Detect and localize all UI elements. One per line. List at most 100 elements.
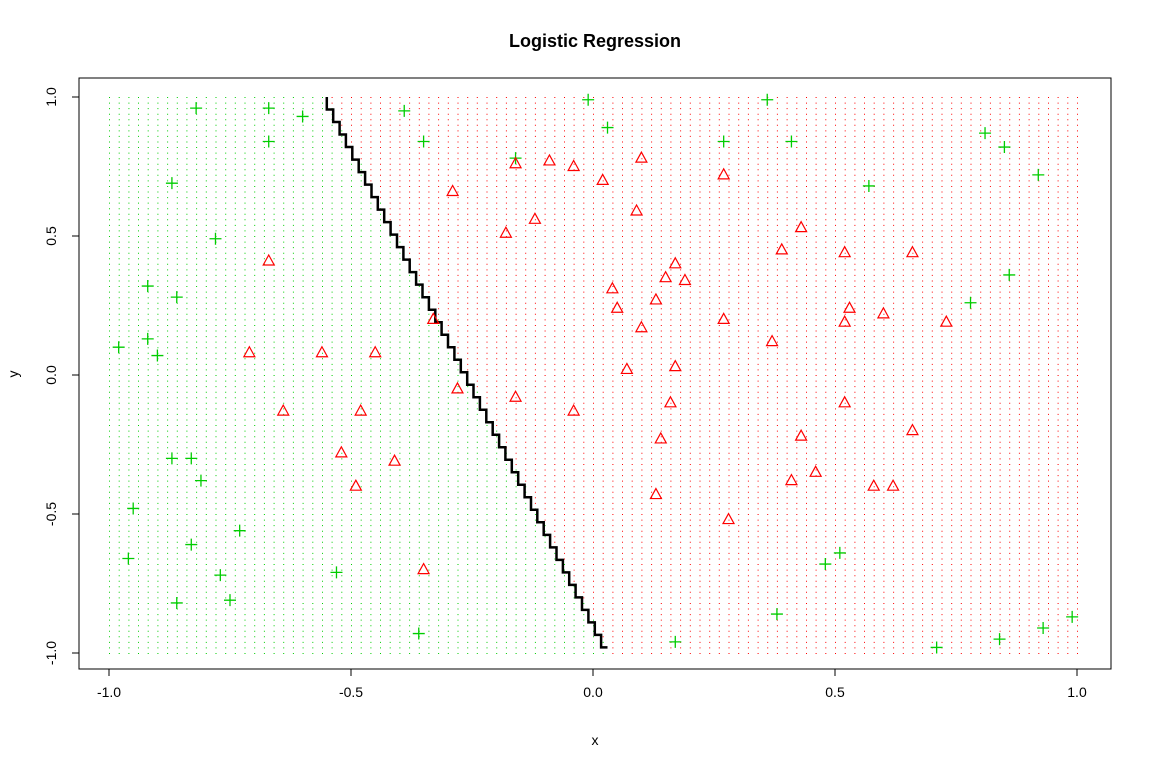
triangle-point <box>809 465 823 477</box>
red-region-dots <box>331 97 1079 654</box>
x-tick-label: -0.5 <box>339 684 363 700</box>
plus-point <box>819 558 832 571</box>
plus-point <box>412 627 425 640</box>
axes-layer: -1.0 -0.5 0.0 0.5 1.0 -1.0 -0.5 0.0 0.5 1.0 <box>43 87 1087 700</box>
triangle-point <box>315 345 329 358</box>
triangle-point <box>838 314 852 327</box>
triangle-point <box>663 395 677 408</box>
plus-point <box>262 135 275 148</box>
plus-point <box>330 566 343 579</box>
triangle-point <box>528 212 542 224</box>
plus-point <box>214 569 227 582</box>
plus-point <box>1037 621 1050 634</box>
triangle-point <box>659 270 673 283</box>
triangle-point <box>567 403 581 416</box>
plus-point <box>669 635 682 648</box>
plus-point <box>717 135 730 148</box>
triangle-point <box>784 473 798 486</box>
x-tick-label: 0.5 <box>825 684 845 700</box>
triangle-point <box>426 312 440 324</box>
plus-point <box>398 104 411 117</box>
plus-point <box>964 296 977 309</box>
triangle-point <box>567 159 581 172</box>
triangle-point <box>649 292 663 305</box>
triangle-point <box>354 403 368 416</box>
triangle-point <box>450 381 464 394</box>
triangle-point <box>509 156 523 169</box>
triangle-point <box>765 334 779 347</box>
x-tick-label: 0.0 <box>583 684 603 700</box>
triangle-point <box>334 445 348 458</box>
triangle-point <box>542 153 556 166</box>
triangle-point <box>276 403 290 416</box>
triangle-point <box>717 312 731 324</box>
plus-point <box>862 179 875 192</box>
triangle-point <box>417 562 431 575</box>
triangle-point <box>668 359 682 372</box>
plus-point <box>993 633 1006 646</box>
plus-point <box>770 608 783 621</box>
plus-point <box>209 232 222 245</box>
triangle-point <box>838 395 852 408</box>
triangle-point <box>388 453 402 466</box>
data-points-layer <box>112 93 1079 654</box>
triangle-point <box>843 301 857 313</box>
triangle-point <box>654 431 668 444</box>
triangle-point <box>509 389 523 402</box>
plus-point <box>141 332 154 345</box>
plus-point <box>127 502 140 515</box>
plus-point <box>165 452 178 465</box>
plus-point <box>582 93 595 106</box>
triangle-point <box>499 225 513 238</box>
triangle-point <box>649 487 663 500</box>
x-tick-label: -1.0 <box>97 684 121 700</box>
plus-point <box>601 121 614 134</box>
plus-point <box>151 349 164 362</box>
plus-point <box>190 102 203 115</box>
plus-point <box>122 552 135 565</box>
triangle-point <box>794 220 808 233</box>
triangle-point <box>775 242 789 255</box>
triangle-point <box>596 173 610 185</box>
triangle-point <box>605 281 619 294</box>
y-tick-label: -0.5 <box>43 502 59 526</box>
plus-point <box>1066 610 1079 623</box>
y-axis-label: y <box>5 371 21 378</box>
plus-point <box>979 127 992 140</box>
y-tick-label: 0.0 <box>43 365 59 385</box>
plus-point <box>296 110 309 123</box>
plus-point <box>1003 268 1016 281</box>
plus-point <box>224 594 236 607</box>
y-tick-label: 1.0 <box>43 87 59 107</box>
triangle-point <box>722 512 736 525</box>
x-axis-label: x <box>592 732 599 748</box>
plus-point <box>262 102 275 115</box>
plus-point <box>1032 168 1045 181</box>
plus-point <box>170 291 183 304</box>
triangle-point <box>794 428 808 441</box>
triangle-point <box>610 301 624 313</box>
triangle-point <box>867 478 881 491</box>
plus-point <box>112 341 125 354</box>
triangle-point <box>678 273 692 286</box>
triangle-point <box>876 306 890 319</box>
plus-point <box>417 135 430 148</box>
triangle-point <box>446 184 460 197</box>
triangle-point <box>349 478 363 491</box>
triangle-point <box>620 362 634 375</box>
chart-title: Logistic Regression <box>509 31 681 51</box>
triangle-point <box>905 423 919 436</box>
x-tick-label: 1.0 <box>1067 684 1087 700</box>
triangle-point <box>368 345 382 358</box>
plus-point <box>185 452 198 465</box>
triangle-point <box>630 203 644 216</box>
plus-point <box>930 641 943 654</box>
triangle-point <box>905 245 919 258</box>
triangle-point <box>668 256 682 269</box>
plus-point <box>185 538 198 551</box>
decision-boundary-layer <box>325 97 608 649</box>
plus-point <box>785 135 798 148</box>
decision-boundary-line <box>325 97 608 649</box>
decision-grid-layer <box>109 97 1079 654</box>
